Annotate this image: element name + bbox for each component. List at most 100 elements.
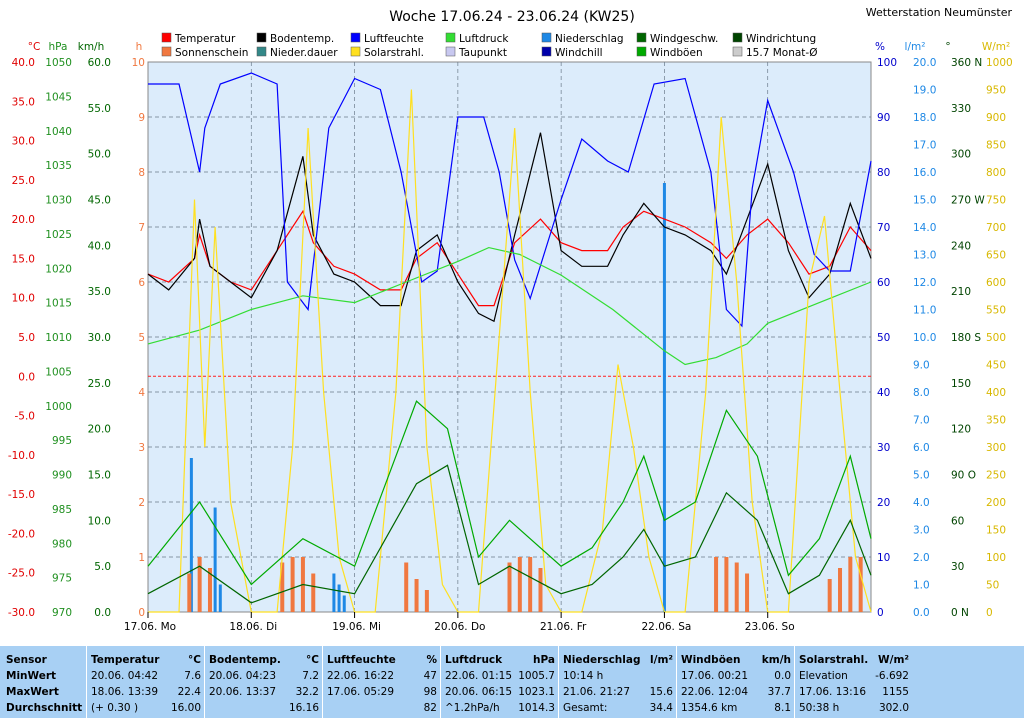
sonnenschein-bar (858, 557, 863, 612)
stats-key: 50:38 h (799, 702, 840, 714)
stats-row: Luftdruck hPa (445, 652, 555, 669)
humidity-tick-label: 90 (877, 112, 890, 124)
sonnenschein-bar (848, 557, 853, 612)
direction-tick-label: 330 (951, 103, 971, 115)
temp-tick-label: 40.0 (12, 57, 35, 69)
stats-column: Luftdruck hPa 22.06. 01:15 1005.7 20.06. 06:… (440, 646, 559, 718)
stats-key: Luftdruck (445, 654, 503, 666)
temp-tick-label: -10.0 (8, 450, 35, 462)
legend-swatch (541, 32, 552, 43)
stats-key: 17.06. 05:29 (327, 686, 394, 698)
stats-row: Windböen km/h (681, 652, 791, 669)
niederschlag-bar (332, 573, 336, 612)
solar-tick-label: 700 (986, 222, 1006, 234)
sonnenschein-bar (838, 568, 843, 612)
station-name: Wetterstation Neumünster (866, 6, 1013, 19)
unit-label-hum: % (875, 41, 885, 53)
stats-key: 20.06. 04:23 (209, 670, 276, 682)
stats-key: Niederschlag (563, 654, 641, 666)
stats-row: 10:14 h (563, 668, 673, 685)
solarstrahl--line (148, 89, 872, 613)
stats-column: Niederschlag l/m² 10:14 h 21.06. 21:27 15.6 G… (558, 646, 677, 718)
unit-label-rain: l/m² (905, 41, 926, 53)
day-label: 22.06. Sa (642, 621, 692, 633)
niederschlag-bar (342, 595, 346, 612)
niederschlag-bar (189, 458, 193, 612)
stats-value: 47 (423, 670, 437, 682)
stats-key: 20.06. 13:37 (209, 686, 276, 698)
temp-tick-label: 25.0 (12, 175, 35, 187)
sonnenschein-bar (404, 562, 409, 612)
solar-tick-label: 850 (986, 140, 1006, 152)
direction-tick-label: 360 N (951, 57, 982, 69)
stats-value: 0.0 (774, 670, 791, 682)
stats-key: 22.06. 12:04 (681, 686, 748, 698)
pressure-tick-label: 1010 (45, 332, 72, 344)
legend-label: Solarstrahl. (364, 47, 424, 59)
solar-tick-label: 350 (986, 415, 1006, 427)
rain-tick-label: 0.0 (913, 607, 930, 619)
humidity-tick-label: 60 (877, 277, 890, 289)
solar-tick-label: 50 (986, 580, 999, 592)
stats-value: 98 (423, 686, 437, 698)
legend-swatch (256, 46, 267, 57)
windb-en-line (147, 400, 872, 586)
stats-row: 17.06. 05:29 98 (327, 684, 437, 701)
wind-tick-label: 30.0 (88, 332, 111, 344)
stats-value: % (426, 654, 437, 666)
stats-row: Bodentemp. °C (209, 652, 319, 669)
sun-tick-label: 8 (138, 167, 145, 179)
stats-row: Gesamt: 34.4 (563, 700, 673, 717)
wind-tick-label: 0.0 (94, 607, 111, 619)
solar-tick-label: 650 (986, 250, 1006, 262)
sonnenschein-bar (311, 573, 316, 612)
stats-row: 18.06. 13:39 22.4 (91, 684, 201, 701)
stats-row: Luftfeuchte% (327, 652, 437, 669)
stats-value: °C (306, 654, 319, 666)
statistics-panel: Sensor MinWert MaxWert Durchschnitt Temp… (0, 646, 1024, 718)
temp-tick-label: 20.0 (12, 214, 35, 226)
stats-value: 16.16 (288, 702, 319, 714)
rain-tick-label: 17.0 (913, 140, 936, 152)
stats-value: 1023.1 (518, 686, 555, 698)
stats-row: 20.06. 06:15 1023.1 (445, 684, 555, 701)
legend: Temperatur Bodentemp. Luftfeuchte Luftdruck… (161, 32, 817, 59)
stats-value: 1005.7 (518, 670, 555, 682)
direction-tick-label: 180 S (951, 332, 981, 344)
solar-tick-label: 550 (986, 305, 1006, 317)
pressure-tick-label: 1050 (45, 57, 72, 69)
niederschlag-bar (213, 507, 217, 612)
chart-title: Woche 17.06.24 - 23.06.24 (KW25) (389, 9, 635, 25)
rain-tick-label: 12.0 (913, 277, 936, 289)
unit-label-sun: h (136, 41, 143, 53)
wind-tick-label: 50.0 (88, 149, 111, 161)
rain-tick-label: 9.0 (913, 360, 930, 372)
wind-tick-label: 35.0 (88, 286, 111, 298)
sonnenschein-bar (538, 568, 543, 612)
legend-label: Bodentemp. (270, 33, 334, 45)
stats-key: 17.06. 00:21 (681, 670, 748, 682)
stats-key: Windböen (681, 654, 741, 666)
sun-tick-label: 6 (138, 277, 145, 289)
stats-row: 20.06. 13:37 32.2 (209, 684, 319, 701)
sonnenschein-bar (528, 557, 533, 612)
sun-tick-label: 1 (138, 552, 145, 564)
stats-row: Elevation -6.692 (799, 668, 909, 685)
temp-tick-label: -25.0 (8, 568, 35, 580)
row-label-max: MaxWert (6, 686, 59, 698)
legend-swatch (256, 32, 267, 43)
sonnenschein-bar (280, 562, 285, 612)
humidity-tick-label: 30 (877, 442, 890, 454)
day-label: 18.06. Di (229, 621, 277, 633)
rain-tick-label: 19.0 (913, 85, 936, 97)
temp-tick-label: 15.0 (12, 253, 35, 265)
stats-value: 32.2 (295, 686, 319, 698)
stats-value: 15.6 (649, 686, 673, 698)
solar-tick-label: 400 (986, 387, 1006, 399)
legend-label: Luftfeuchte (364, 33, 424, 45)
solar-tick-label: 200 (986, 497, 1006, 509)
sun-tick-label: 2 (138, 497, 145, 509)
rain-tick-label: 20.0 (913, 57, 936, 69)
wind-tick-label: 10.0 (88, 515, 111, 527)
pressure-tick-label: 1025 (45, 229, 72, 241)
